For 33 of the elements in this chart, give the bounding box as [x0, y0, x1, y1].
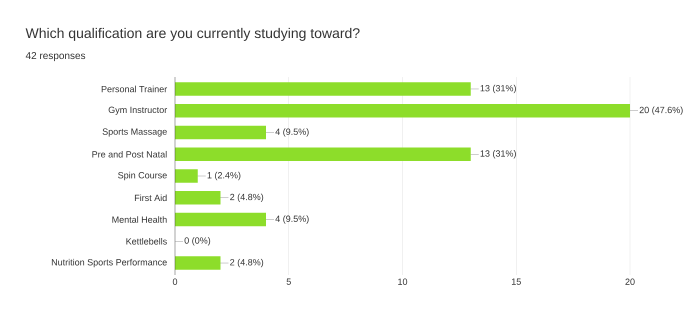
y-tick-label: First Aid — [134, 194, 167, 202]
x-tick-label: 5 — [286, 278, 291, 285]
x-tick-label: 15 — [512, 278, 521, 285]
data-label: 4 (9.5%) — [275, 215, 309, 224]
x-tick-label: 10 — [398, 278, 408, 285]
data-label: 1 (2.4%) — [208, 172, 240, 180]
y-tick-label: Gym Instructor — [108, 106, 168, 115]
bar — [175, 212, 266, 226]
y-tick-label: Nutrition Sports Performance — [52, 258, 167, 268]
y-tick-label: Mental Health — [112, 216, 167, 223]
y-tick-label: Personal Trainer — [102, 86, 168, 92]
data-label: 2 (4.8%) — [230, 258, 264, 268]
bar — [175, 191, 221, 205]
x-tick-label: 0 — [172, 278, 178, 285]
bar — [175, 126, 266, 140]
bar — [175, 148, 471, 161]
text: 42 responses — [26, 52, 86, 62]
bar — [175, 104, 630, 118]
data-label: 20 (47.6%) — [640, 106, 683, 115]
data-label: 2 (4.8%) — [230, 194, 264, 202]
bar — [175, 256, 221, 270]
y-tick-label: Pre and Post Natal — [92, 150, 167, 158]
x-tick-label: 20 — [625, 278, 635, 285]
bar — [175, 169, 198, 183]
data-label: 0 (0%) — [184, 237, 210, 246]
y-tick-label: Spin Course — [118, 172, 167, 180]
data-label: 13 (31%) — [480, 84, 516, 94]
y-tick-label: Kettlebells — [126, 238, 167, 245]
data-label: 4 (9.5%) — [275, 128, 309, 137]
bar — [175, 82, 471, 96]
data-label: 13 (31%) — [480, 150, 516, 158]
y-tick-label: Sports Massage — [102, 128, 167, 137]
chart-title: Which qualification are you currently studying toward? — [26, 28, 360, 41]
